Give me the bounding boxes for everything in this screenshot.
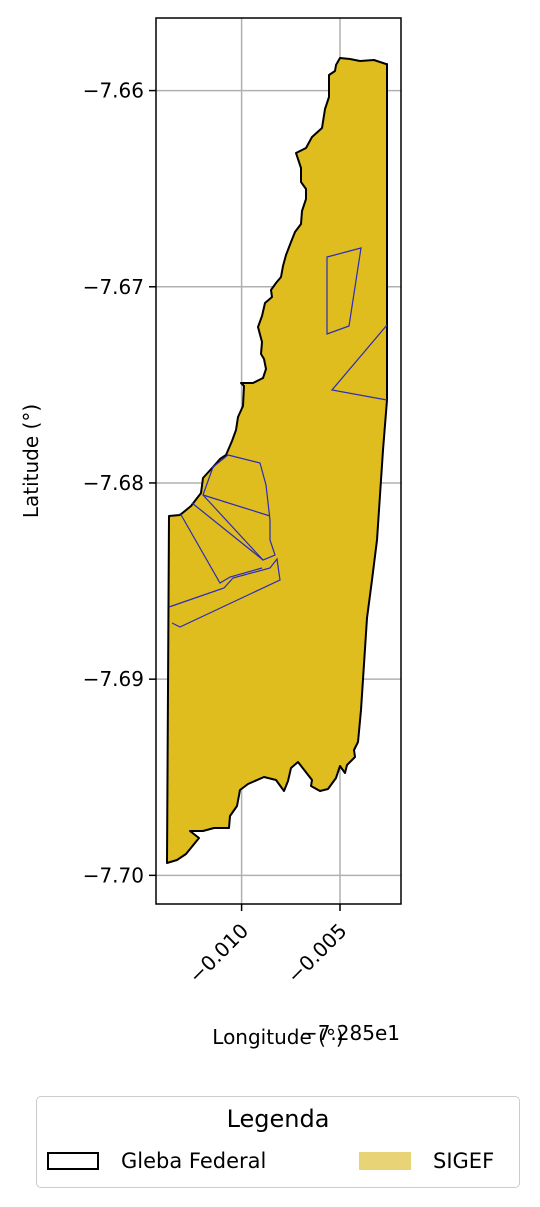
sigef-parcels (168, 247, 388, 628)
gleba-federal-polygon (166, 57, 388, 864)
map-figure: −0.010 −0.005 −7.66 −7.67 −7.68 −7.69 −7.70 −7… (19, 17, 402, 1049)
y-tick-label: −7.68 (83, 471, 144, 495)
y-tick-label: −7.70 (83, 863, 144, 887)
y-tick-label: −7.69 (83, 667, 144, 691)
legend: Legenda Gleba Federal SIGEF (36, 1096, 520, 1188)
sigef-parcel (168, 557, 281, 628)
x-tick-label: −0.005 (282, 919, 351, 988)
plot-frame (155, 17, 402, 905)
sigef-parcel (179, 512, 263, 584)
legend-entry-sigef: SIGEF (359, 1149, 494, 1173)
legend-swatch-gleba-federal (47, 1152, 99, 1170)
sigef-parcel (326, 247, 362, 335)
sigef-parcel (202, 494, 271, 517)
x-axis-label: Longitude (°) (212, 1025, 343, 1049)
x-offset-label: −7.285e1 (301, 1021, 400, 1045)
legend-swatch-sigef (359, 1152, 411, 1170)
sigef-parcel (191, 502, 264, 561)
y-tick-label: −7.67 (83, 275, 144, 299)
sigef-parcel (202, 454, 276, 561)
legend-label-gleba-federal: Gleba Federal (121, 1149, 267, 1173)
legend-title: Legenda (226, 1105, 330, 1133)
y-tick-label: −7.66 (83, 79, 144, 103)
x-tick-label: −0.010 (184, 919, 253, 988)
legend-entry-gleba-federal: Gleba Federal (47, 1149, 266, 1173)
legend-label-sigef: SIGEF (433, 1149, 495, 1173)
y-axis-label: Latitude (°) (19, 404, 43, 518)
sigef-parcel (330, 324, 388, 401)
